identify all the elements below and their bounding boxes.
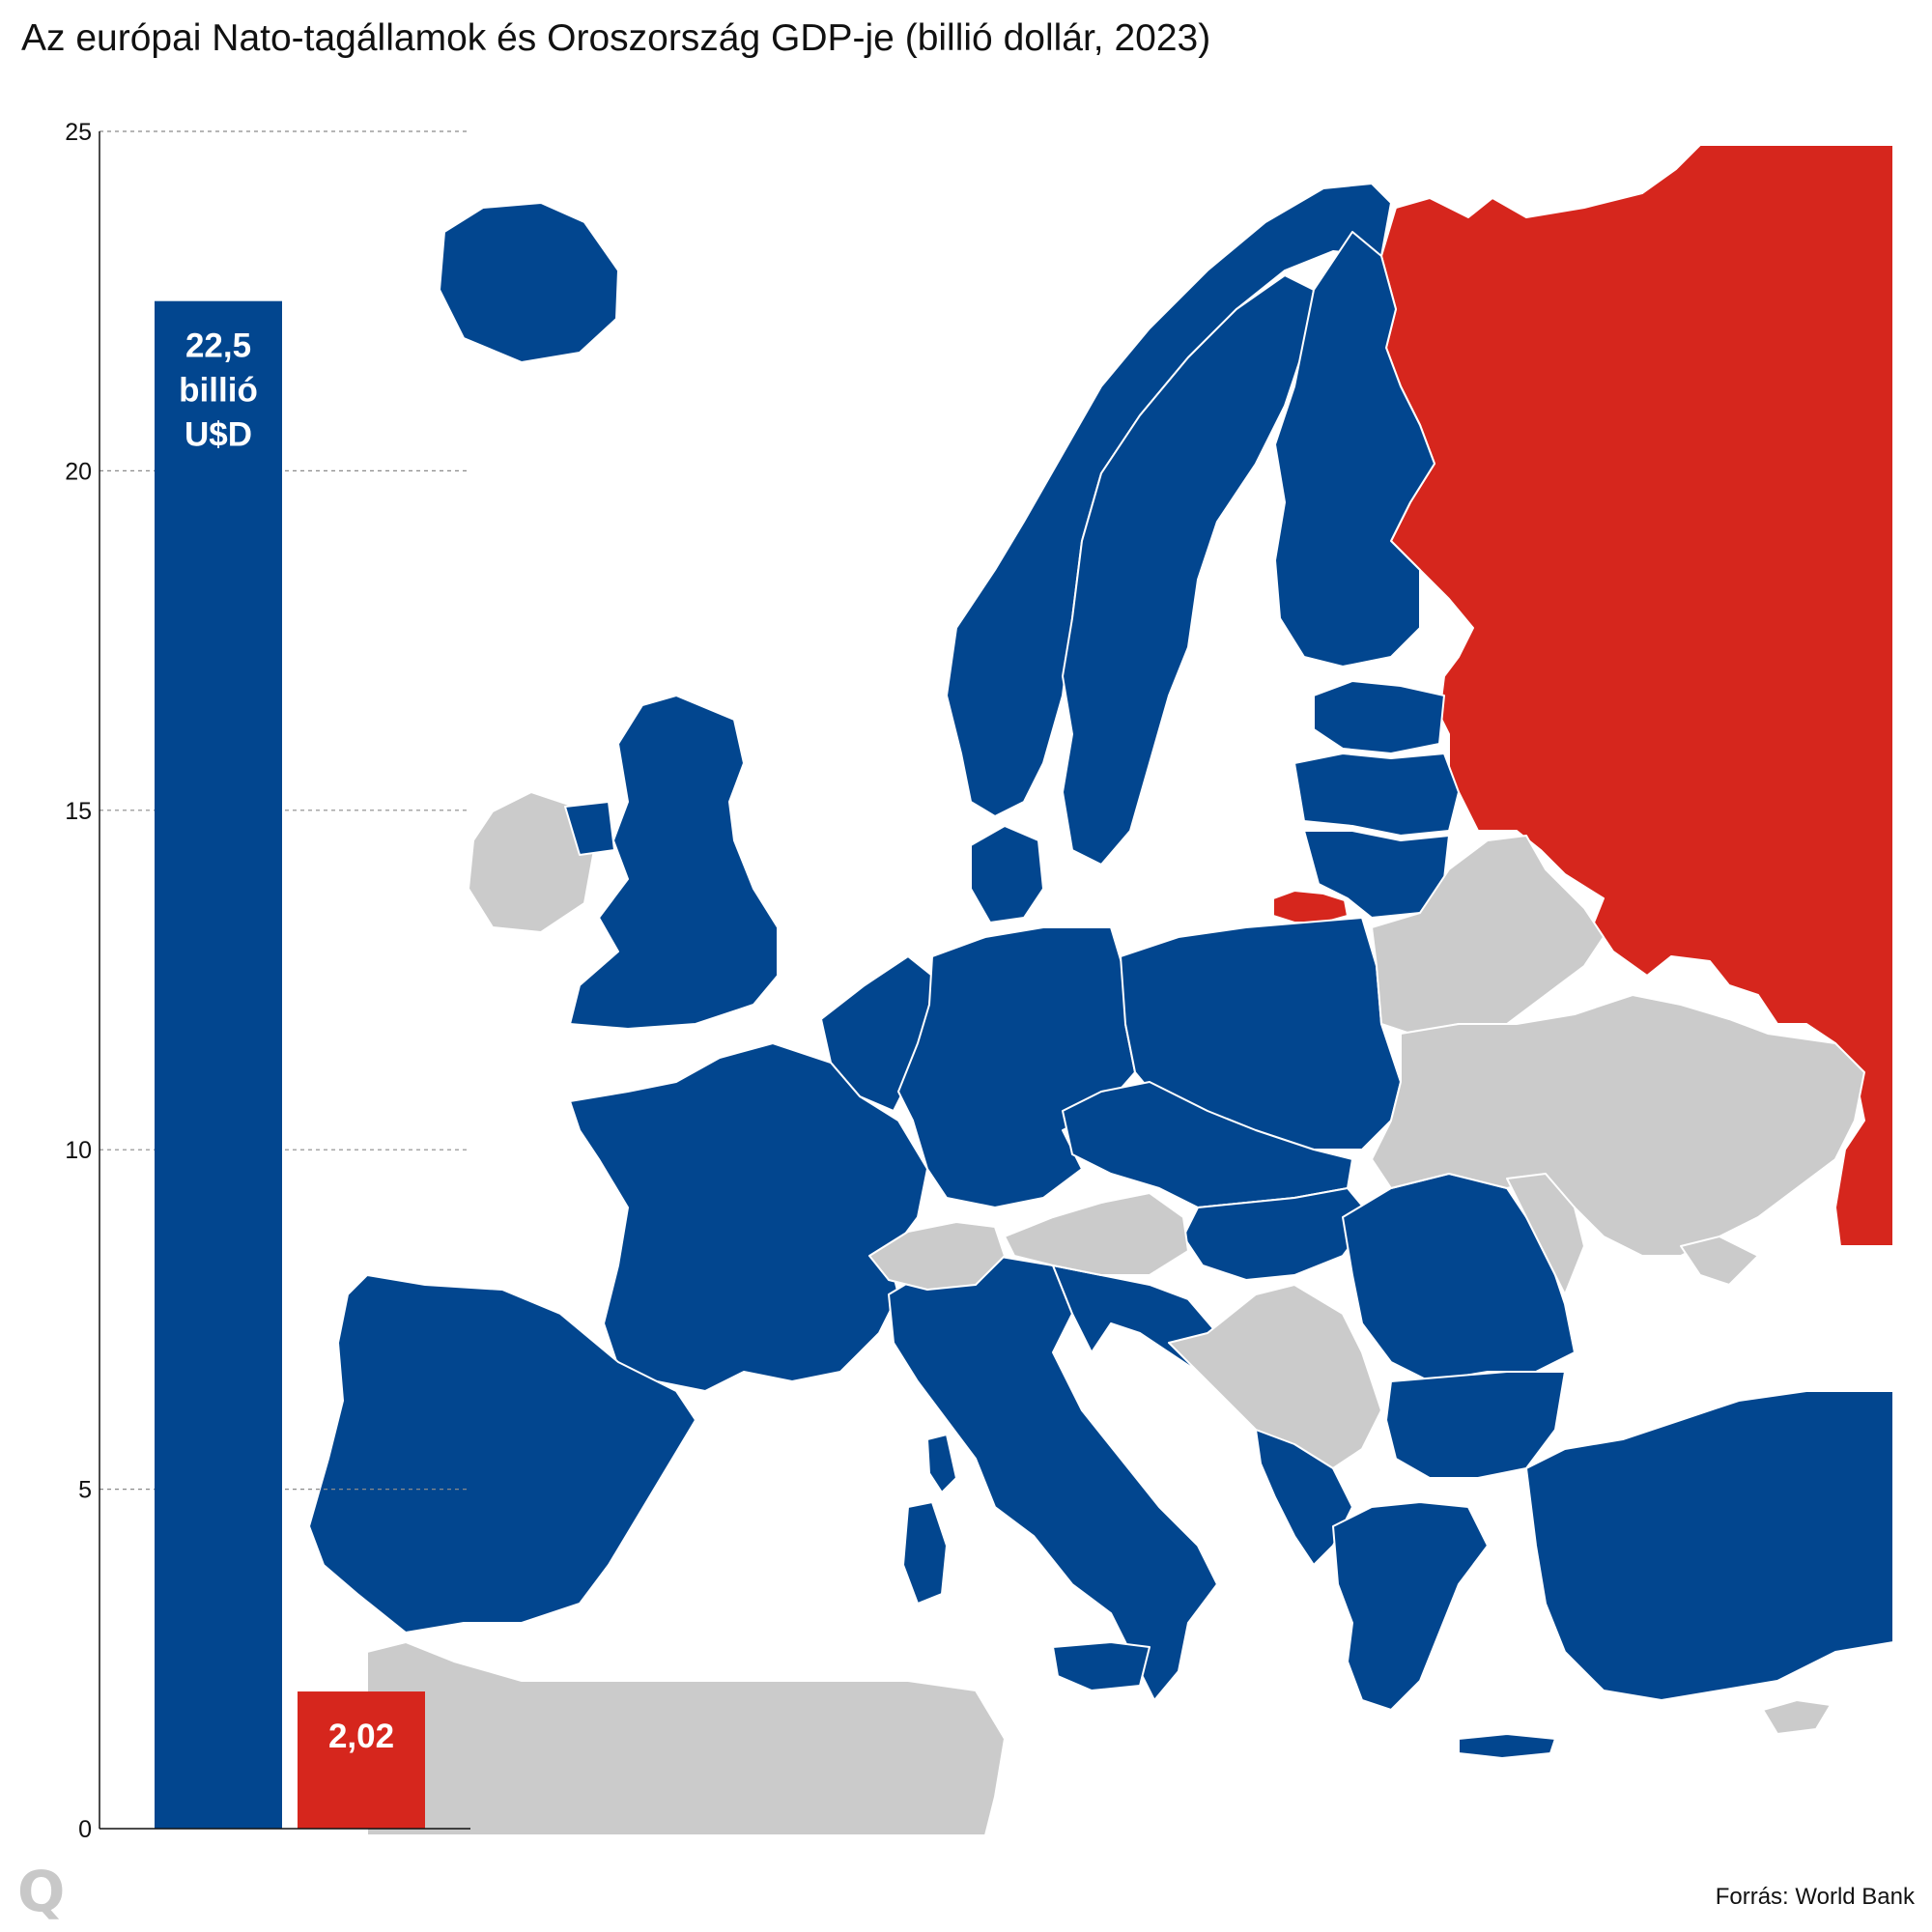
map-region-france — [569, 1042, 928, 1392]
map-region-greece — [1332, 1501, 1489, 1711]
map-region-ukraine — [1371, 994, 1865, 1257]
map-region-austria — [1004, 1192, 1189, 1276]
y-tick-label: 20 — [65, 458, 92, 485]
map-region-sardinia — [902, 1501, 948, 1605]
map-region-iberia — [308, 1274, 696, 1634]
map-region-switzerland — [868, 1221, 1006, 1291]
map-region-cyprus — [1762, 1699, 1832, 1735]
map-region-crete — [1458, 1733, 1556, 1759]
bars — [155, 300, 425, 1830]
y-tick-label: 0 — [78, 1816, 92, 1843]
map-region-uk — [569, 695, 779, 1030]
bar-labels: 22,5 billió U$D 2,02 — [179, 327, 394, 1755]
bar-nato — [155, 300, 282, 1830]
data-label: 2,02 — [328, 1718, 394, 1755]
y-tick-label: 15 — [65, 798, 92, 825]
map-region-hungary — [1182, 1187, 1373, 1281]
map-region-estonia — [1313, 680, 1445, 754]
publisher-logo: Q — [17, 1859, 66, 1924]
map-region-denmark — [970, 825, 1044, 923]
map-region-germany — [897, 926, 1136, 1208]
map-region-north-africa — [366, 1641, 1006, 1836]
bar-chart: 0 5 10 15 20 25 22,5 billió U$D 2,02 — [65, 119, 470, 1843]
map-region-corsica — [926, 1434, 957, 1493]
map-region-turkey — [1525, 1390, 1894, 1701]
map-region-sicily — [1052, 1641, 1151, 1691]
map-region-ireland — [468, 791, 595, 933]
map-region-sweden — [1062, 274, 1315, 866]
data-label: 22,5 billió U$D — [179, 327, 258, 454]
source-note: Forrás: World Bank — [1715, 1884, 1915, 1910]
y-tick-label: 10 — [65, 1137, 92, 1164]
y-tick-label: 5 — [78, 1477, 92, 1504]
map-region-belarus — [1371, 835, 1605, 1035]
y-tick-label: 25 — [65, 119, 92, 146]
chart-title: Az európai Nato-tagállamok és Oroszorszá… — [21, 17, 1211, 59]
map-region-w-balkans-other — [1168, 1284, 1382, 1469]
map-region-iceland — [439, 202, 619, 363]
map-region-latvia — [1293, 753, 1460, 837]
map-region-finland — [1274, 231, 1435, 668]
map-region-kaliningrad — [1272, 890, 1349, 923]
map-region-n-ireland — [564, 801, 615, 856]
europe-map — [308, 144, 1894, 1836]
map-region-moldova — [1506, 1173, 1585, 1295]
y-axis-ticks: 0 5 10 15 20 25 — [65, 119, 92, 1843]
map-region-crimea — [1680, 1236, 1759, 1286]
bar-russia — [298, 1691, 425, 1829]
